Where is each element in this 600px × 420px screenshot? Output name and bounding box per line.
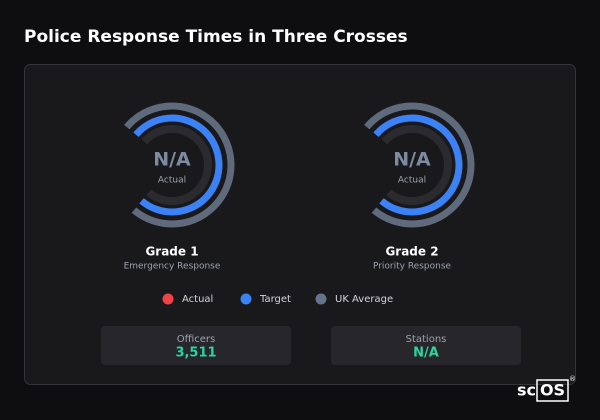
legend-label: Target [259,294,291,305]
gauge-name: Grade 1 [145,245,198,259]
legend-label: Actual [182,294,213,305]
brand: sc OS ® [517,375,576,402]
gauge-subtitle: Emergency Response [124,262,221,272]
gauge-name: Grade 2 [385,245,438,259]
gauge-caption: Actual [398,176,426,186]
brand-boxed: OS [540,381,565,400]
gauge-subtitle: Priority Response [373,262,452,272]
gauge-caption: Actual [158,176,186,186]
gauge-value: N/A [153,149,191,171]
page-title: Police Response Times in Three Crosses [24,27,408,47]
stat-label: Officers [177,334,216,345]
target-arc [121,114,223,216]
stat-value: 3,511 [175,346,216,361]
actual-track [132,125,212,205]
legend-dot [315,293,327,305]
stat-value: N/A [413,346,439,361]
stat-box [101,326,291,365]
brand-prefix: sc [517,381,536,400]
legend-dot [162,293,174,305]
legend-label: UK Average [335,294,393,305]
actual-track [372,124,452,205]
uk-average-arc [349,102,475,228]
brand-box [536,379,569,402]
stat-label: Stations [406,334,447,345]
stat-box [331,326,521,365]
gauge-value: N/A [393,149,431,171]
uk-average-arc [109,102,235,228]
legend-dot [240,293,252,305]
brand-mark: ® [569,375,576,383]
target-arc [361,114,463,216]
